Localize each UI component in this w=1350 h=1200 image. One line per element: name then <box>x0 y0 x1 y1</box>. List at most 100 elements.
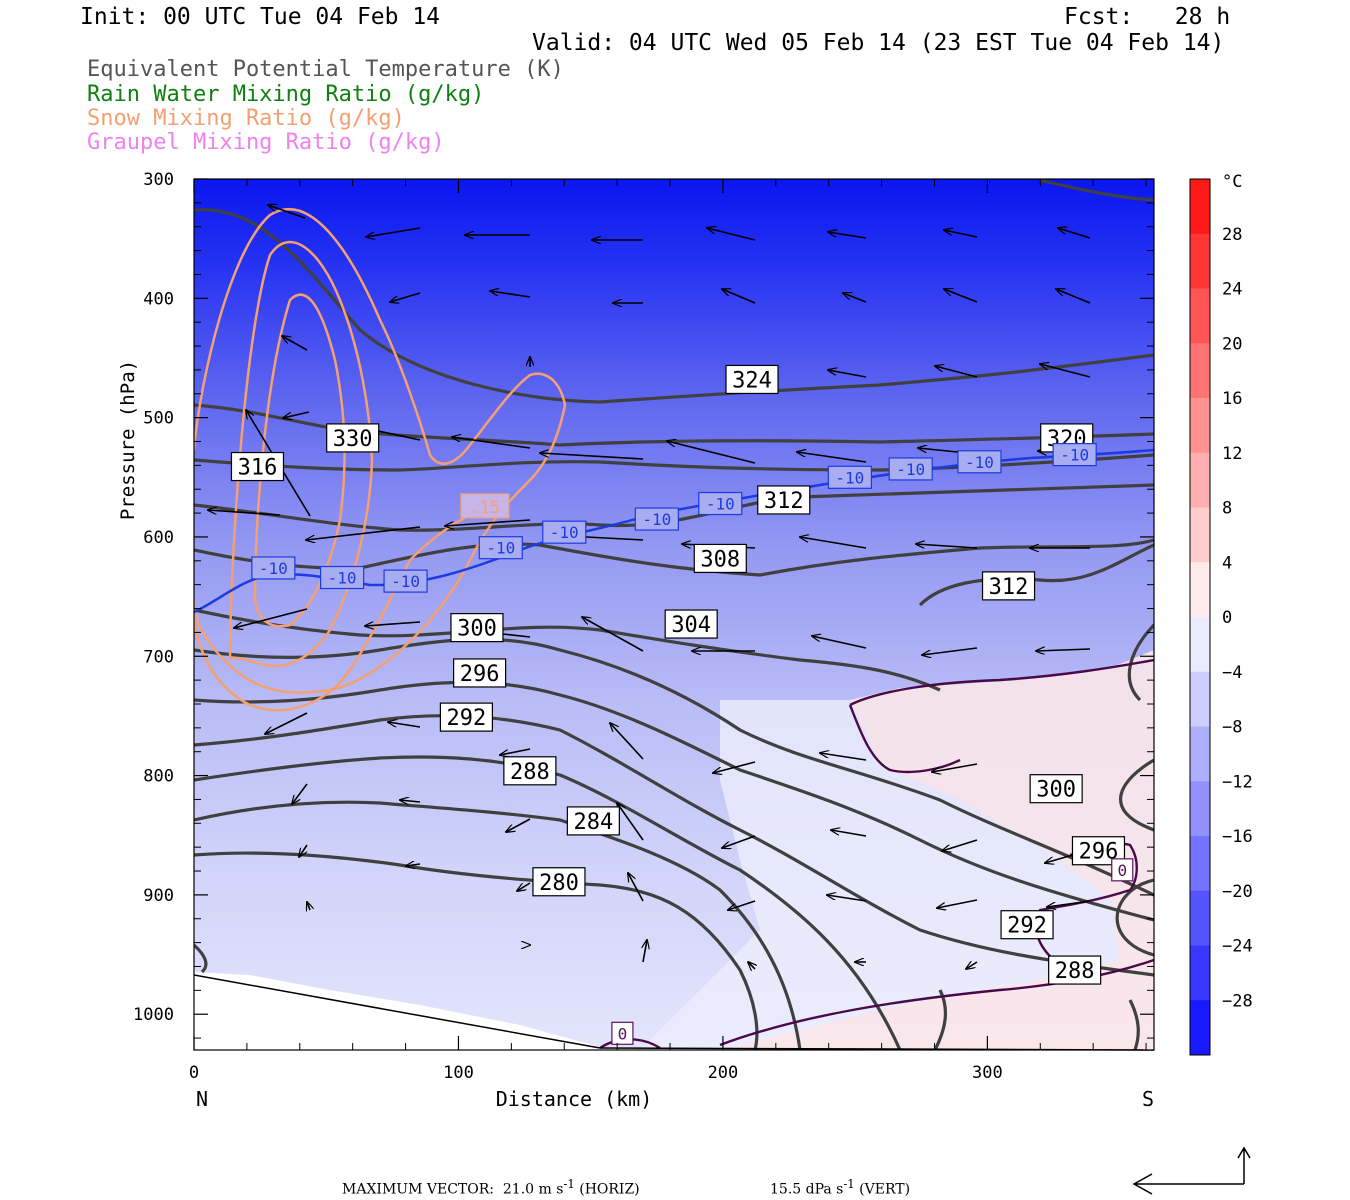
theta-e-contour <box>194 714 1154 977</box>
snow-contour <box>228 240 374 668</box>
wind-vector <box>365 621 421 626</box>
y-axis: 300 400 500 600 700 800 900 1000 Pressure (hPa) <box>117 170 174 1025</box>
theta-e-contour <box>194 800 802 1050</box>
wind-vector <box>268 205 306 219</box>
theta-e-contour <box>1039 179 1154 202</box>
theta-e-label-box <box>664 609 718 639</box>
isotherm-label: -10 <box>478 536 523 560</box>
isotherm-label: -10 <box>827 465 872 489</box>
wind-vector <box>944 289 978 303</box>
colorbar-label: −20 <box>1222 882 1253 902</box>
wind-vector <box>1036 649 1091 651</box>
colorbar-label: 20 <box>1222 334 1242 354</box>
max-vector-horiz-text: MAXIMUM VECTOR: 21.0 m s <box>342 1181 564 1198</box>
theta-e-label-text: 300 <box>457 617 497 642</box>
wind-vector <box>490 291 531 298</box>
wind-vector <box>707 228 756 241</box>
wind-vector <box>445 519 531 526</box>
theta-e-label-box <box>450 613 504 643</box>
theta-e-label-text: 292 <box>447 706 487 731</box>
wind-vector <box>932 763 978 772</box>
snow-label-box <box>460 493 510 519</box>
x-end-label-south: S <box>1142 1087 1154 1111</box>
wind-vector <box>935 366 978 378</box>
theta-e-contour <box>194 608 941 692</box>
theta-e-label-box <box>981 571 1036 601</box>
colorbar-label: 28 <box>1222 225 1242 245</box>
wind-vector <box>820 753 867 761</box>
theta-e-label: 324 <box>725 364 779 395</box>
colorbar-label: 12 <box>1222 444 1242 464</box>
wind-vector <box>208 510 281 516</box>
wind-vector <box>283 411 310 418</box>
theta-e-contour <box>1119 758 1154 832</box>
theta-e-label-box <box>757 485 811 515</box>
legend-rain: Rain Water Mixing Ratio (g/kg) <box>87 82 485 107</box>
theta-e-label: 308 <box>693 543 747 574</box>
plot-area <box>194 179 1154 1050</box>
colorbar-label: 4 <box>1222 553 1232 573</box>
wind-vector <box>966 962 978 969</box>
colorbar-label: −4 <box>1222 663 1242 683</box>
x-axis: 0 100 200 300 Distance (km) N S <box>189 1063 1154 1111</box>
theta-e-label-text: 280 <box>539 871 579 896</box>
isotherm-label-box <box>383 569 428 593</box>
colorbar-bin <box>1190 781 1210 837</box>
y-axis-label: Pressure (hPa) <box>117 360 139 520</box>
theta-e-label-box <box>326 423 380 453</box>
isotherm-label: -10 <box>319 565 365 590</box>
theta-e-contour <box>194 403 1154 447</box>
reference-vector-icon <box>1132 1146 1251 1195</box>
y-tick-label: 500 <box>143 409 174 429</box>
theta-e-label: 312 <box>981 571 1036 601</box>
isotherm-label-box <box>251 556 296 580</box>
theta-e-label: 312 <box>757 485 811 515</box>
wind-vector <box>728 900 756 910</box>
wind-vector <box>722 289 756 304</box>
theta-e-label-text: 284 <box>573 810 613 835</box>
isotherm-label-text: -10 <box>965 453 994 472</box>
y-tick-label: 600 <box>143 528 174 548</box>
theta-e-label-text: 288 <box>510 760 550 785</box>
theta-e-label-text: 312 <box>764 489 804 514</box>
isotherm-label: -10 <box>542 520 587 544</box>
wind-vector <box>748 962 755 969</box>
y-tick-label: 700 <box>143 647 174 667</box>
valid-time: Valid: 04 UTC Wed 05 Feb 14 (23 EST Tue … <box>532 30 1225 56</box>
x-axis-label: Distance (km) <box>496 1087 653 1111</box>
wind-vector <box>234 608 308 628</box>
colorbar-bin <box>1190 507 1210 563</box>
isotherm-label: -10 <box>634 507 679 531</box>
near-zero-region-shading <box>640 700 1120 1050</box>
wind-vector <box>944 230 978 238</box>
theta-e-label: 288 <box>503 756 557 786</box>
plot-frame <box>193 178 1155 1051</box>
theta-e-label: 316 <box>230 451 285 482</box>
theta-e-label-text: 308 <box>700 547 740 572</box>
theta-e-contour <box>194 755 902 1050</box>
isotherm-label-box <box>478 536 523 560</box>
colorbar-bin <box>1190 890 1210 946</box>
colorbar-bin <box>1190 671 1210 727</box>
wind-vector <box>540 453 644 460</box>
wind-vector <box>628 873 644 902</box>
theta-e-contour <box>194 483 1154 532</box>
colorbar-label: −8 <box>1222 718 1242 738</box>
theta-e-label: 292 <box>1000 910 1054 940</box>
isotherm-label-box <box>698 491 743 516</box>
wind-vector <box>828 370 867 378</box>
snow-label-text: .15 <box>470 498 501 518</box>
isotherm-label-text: 0 <box>618 1024 628 1043</box>
freezing-line <box>719 958 1154 1047</box>
wind-vector <box>1058 228 1091 239</box>
max-vector-superscript: -1 <box>563 1177 575 1191</box>
ground-line <box>194 974 601 1049</box>
colorbar-unit: °C <box>1222 172 1242 192</box>
theta-e-label: 304 <box>664 609 718 639</box>
snow-contour <box>253 293 346 628</box>
wind-vector <box>292 783 308 804</box>
wind-vector <box>800 537 867 549</box>
x-tick-label: 100 <box>443 1063 474 1083</box>
wind-vector <box>797 452 867 463</box>
isotherm-label-box <box>634 507 679 531</box>
